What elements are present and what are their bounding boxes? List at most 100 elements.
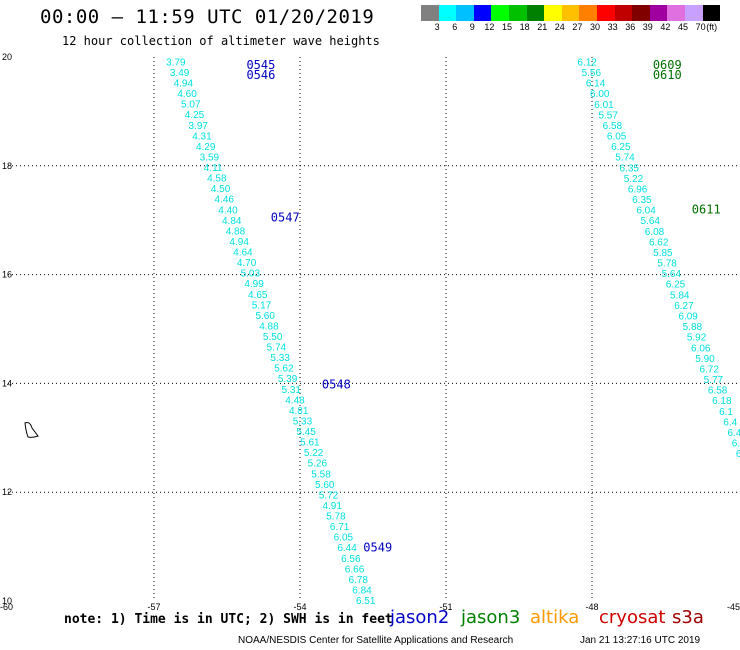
swh-value: 5.26 <box>308 459 328 470</box>
legend-label: 15 <box>502 22 513 32</box>
swh-value: 5.85 <box>653 248 673 259</box>
swh-value: 6.84 <box>352 585 372 596</box>
swh-value: 5.92 <box>687 333 707 344</box>
swh-value: 6.3 <box>732 439 740 450</box>
legend-swatch <box>614 5 633 21</box>
swh-value: 5.56 <box>582 68 602 79</box>
swh-value: 5.17 <box>252 300 272 311</box>
swh-value: 5.62 <box>274 364 294 375</box>
satellite-altika: altika <box>530 607 580 628</box>
legend-label: 18 <box>519 22 530 32</box>
legend-swatch <box>596 5 615 21</box>
legend-swatch <box>667 5 685 21</box>
legend-label: 30 <box>590 22 601 32</box>
swh-value: 5.22 <box>304 448 324 459</box>
swh-value: 4.65 <box>248 290 268 301</box>
swh-value: 6.1 <box>719 407 733 418</box>
swh-value: 6.25 <box>611 142 631 153</box>
swh-value: 6.04 <box>636 206 656 217</box>
y-tick-label: 14 <box>2 378 12 388</box>
credit-text: NOAA/NESDIS Center for Satellite Applica… <box>238 635 514 646</box>
swh-value: 6.35 <box>619 163 639 174</box>
legend-label: 9 <box>469 22 475 32</box>
legend-label: 12 <box>484 22 495 32</box>
x-tick-label: -51 <box>439 602 452 612</box>
swh-value: 3.79 <box>166 57 186 68</box>
swh-value: 6.44 <box>337 543 357 554</box>
legend-swatch <box>649 5 668 21</box>
y-tick-label: 16 <box>2 270 12 280</box>
swh-value: 6.12 <box>577 57 597 68</box>
x-tick-label: -45 <box>727 602 740 612</box>
swh-value: 5.88 <box>683 322 703 333</box>
color-legend-labels: 3 6 9 12 15 18 21 24 27 30 33 36 39 42 45 70 (ft) <box>421 22 740 34</box>
swh-value: 5.39 <box>278 374 298 385</box>
swh-value: 6.62 <box>649 237 669 248</box>
swh-value: 4.11 <box>204 163 223 174</box>
swh-value: 6.08 <box>645 227 665 238</box>
x-tick-label: -57 <box>147 602 160 612</box>
swh-value: 5.64 <box>641 216 661 227</box>
legend-swatch <box>544 5 562 21</box>
legend-label: 21 <box>537 22 548 32</box>
swh-value: 4.64 <box>233 248 253 259</box>
swh-value: 4.46 <box>215 195 235 206</box>
legend-label: 3 <box>434 22 440 32</box>
swh-value: 6.4 <box>723 417 737 428</box>
y-tick-label: 20 <box>2 52 12 62</box>
swh-value: 4.31 <box>192 131 212 142</box>
swh-value: 4.91 <box>322 501 342 512</box>
y-tick-label: 18 <box>2 161 12 171</box>
swh-value: 6.58 <box>603 121 623 132</box>
swh-value: 5.60 <box>315 480 335 491</box>
swh-value: 3.59 <box>200 152 220 163</box>
swh-value: 4.84 <box>222 216 242 227</box>
swh-value: 4.88 <box>226 226 246 237</box>
swh-value: 5.22 <box>624 174 644 185</box>
swh-value: 6.96 <box>628 184 648 195</box>
swh-value: 3.97 <box>188 121 208 132</box>
swh-value: 6.05 <box>334 533 354 544</box>
swh-value: 5.72 <box>319 490 339 501</box>
island-outline <box>24 422 39 438</box>
swh-value: 6.71 <box>330 522 350 533</box>
note-text: note: 1) Time is in UTC; 2) SWH is in fe… <box>64 612 393 627</box>
time-label: 0549 <box>363 541 392 555</box>
legend-swatch <box>491 5 509 21</box>
swh-value: 6.58 <box>708 386 728 397</box>
legend-unit: (ft) <box>706 22 718 32</box>
page-title: 00:00 – 11:59 UTC 01/20/2019 <box>40 6 375 28</box>
swh-value: 6.2 <box>736 449 740 460</box>
legend-swatch <box>579 5 597 21</box>
swh-value: 6.05 <box>607 132 627 143</box>
x-tick-label: -48 <box>585 602 598 612</box>
legend-swatch <box>684 5 703 21</box>
legend-swatch <box>456 5 474 21</box>
satellite-s3a: s3a <box>672 607 704 628</box>
legend-label: 36 <box>625 22 636 32</box>
swh-value: 6.4 <box>727 428 740 439</box>
swh-value: 4.99 <box>244 279 264 290</box>
swh-value: 5.61 <box>300 438 320 449</box>
legend-swatch <box>438 5 457 21</box>
legend-swatch <box>473 5 492 21</box>
swh-value: 5.45 <box>296 427 316 438</box>
swh-value: 6.14 <box>586 79 606 90</box>
time-label: 0547 <box>271 210 300 224</box>
swh-value: 5.60 <box>255 311 275 322</box>
legend-label: 42 <box>660 22 671 32</box>
swh-value: 4.40 <box>218 205 238 216</box>
satellite-jason2: jason2 <box>390 607 450 628</box>
y-tick-label: 12 <box>2 487 12 497</box>
swh-value: 6.06 <box>691 343 711 354</box>
satellite-jason3: jason3 <box>461 607 521 628</box>
swh-value: 4.25 <box>185 110 205 121</box>
swh-value: 6.18 <box>712 396 732 407</box>
legend-label: 39 <box>642 22 653 32</box>
swh-value: 5.33 <box>270 353 290 364</box>
legend-swatch <box>632 5 650 21</box>
swh-value: 4.94 <box>229 237 249 248</box>
swh-value: 5.78 <box>326 512 346 523</box>
legend-swatch <box>421 5 439 21</box>
